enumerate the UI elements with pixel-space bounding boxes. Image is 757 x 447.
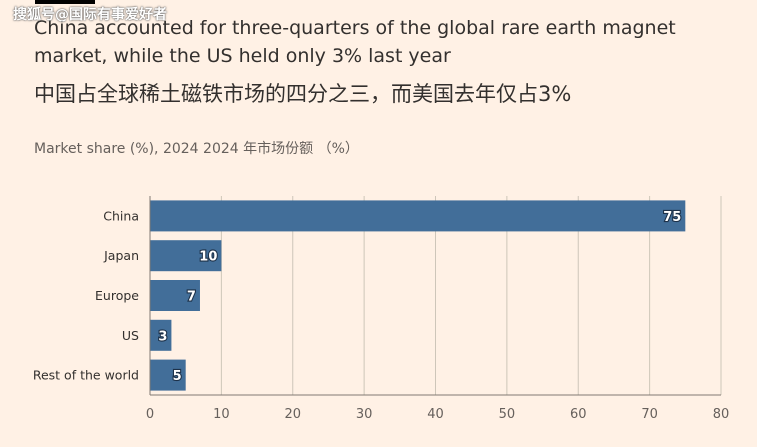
bar [150,319,172,351]
brand-top-bar [35,0,95,4]
x-tick-label: 50 [499,407,516,422]
x-tick-label: 10 [213,407,230,422]
data-label: 7 [187,290,196,305]
bar [150,240,222,272]
x-tick-label: 60 [570,407,587,422]
data-label: 10 [199,250,217,265]
watermark: 搜狐号@国际有事爱好者 [13,7,167,23]
x-tick-label: 80 [713,407,730,422]
chart-title: China accounted for three-quarters of th… [34,17,676,67]
x-tick-label: 0 [146,407,154,422]
x-tick-label: 30 [356,407,373,422]
x-tick-label: 70 [641,407,658,422]
category-label: US [122,328,139,343]
bar [150,359,186,391]
data-label: 3 [158,329,167,344]
category-label: Japan [103,248,139,263]
x-tick-label: 20 [284,407,301,422]
data-label: 5 [173,369,182,384]
chart-subtitle: Market share (%), 2024 2024 年市场份额 （%） [34,141,359,157]
category-label: Europe [95,288,139,303]
chart-title-chinese: 中国占全球稀土磁铁市场的四分之三，而美国去年仅占3% [34,82,572,106]
category-label: Rest of the world [33,368,139,383]
category-label: China [103,208,139,223]
bar [150,200,686,232]
x-tick-label: 40 [427,407,444,422]
data-label: 75 [663,210,681,225]
bar [150,280,200,311]
